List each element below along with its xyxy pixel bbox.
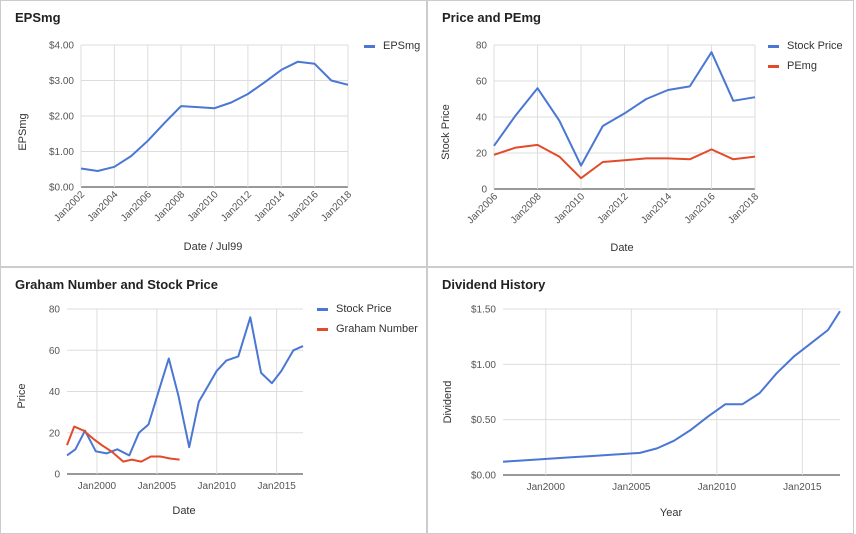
legend-label: Stock Price: [787, 40, 843, 52]
y-tick-label: $3.00: [49, 76, 74, 87]
chart-title: EPSmg: [15, 10, 61, 25]
legend-item[interactable]: Stock Price: [768, 36, 843, 56]
y-axis-title: EPSmg: [17, 113, 29, 151]
y-tick-label: $1.50: [471, 305, 496, 316]
y-tick-label: $1.00: [471, 360, 496, 371]
legend-swatch: [768, 64, 779, 68]
y-tick-label: $0.00: [49, 183, 74, 194]
legend-swatch: [317, 327, 328, 331]
y-tick-label: 60: [476, 77, 488, 88]
y-axis-title: Stock Price: [440, 104, 452, 160]
dividend-chart-panel: Dividend History $0.00 $0.50 $1.00 $1.50 Jan…: [427, 267, 854, 534]
legend: EPSmg: [364, 36, 420, 56]
chart-title: Price and PEmg: [442, 10, 541, 25]
graham-chart-svg: 0 20 40 60 80 Jan2000 Jan2005 Jan2010 Jan2015: [49, 305, 304, 492]
x-tick-label: Jan2010: [198, 481, 237, 492]
x-tick-label: Jan2010: [698, 482, 737, 493]
x-axis-title: Date / Jul99: [183, 241, 243, 253]
x-tick-label: Jan2015: [257, 481, 296, 492]
chart-title: Dividend History: [442, 277, 546, 292]
x-tick-label: Jan2018: [319, 189, 354, 224]
x-axis-title: Date: [172, 505, 196, 517]
dividend-chart-svg: $0.00 $0.50 $1.00 $1.50 Jan2000 Jan2005 Jan201…: [471, 305, 841, 493]
y-tick-label: 60: [49, 346, 61, 357]
x-tick-label: Jan2008: [152, 189, 187, 224]
legend-label: PEmg: [787, 60, 817, 72]
legend-label: EPSmg: [383, 40, 421, 52]
series-line-1: [66, 425, 180, 463]
eps-chart-panel: EPSmg $0.00 $1.00 $2.00 $3.00 $4.00 Jan2002 Ja…: [0, 0, 427, 267]
y-tick-label: 40: [476, 113, 488, 124]
x-tick-label: Jan2004: [86, 189, 121, 224]
legend-swatch: [768, 44, 779, 48]
y-tick-label: 0: [481, 185, 487, 196]
legend-item[interactable]: Stock Price: [317, 299, 418, 319]
legend-label: Stock Price: [336, 303, 392, 315]
y-tick-label: 0: [54, 470, 60, 481]
x-tick-label: Jan2006: [465, 191, 500, 226]
x-axis-title: Date: [610, 242, 634, 254]
y-tick-label: $1.00: [49, 147, 74, 158]
x-tick-label: Jan2015: [783, 482, 822, 493]
x-tick-label: Jan2012: [596, 191, 631, 226]
series-line-0: [502, 310, 841, 463]
x-tick-label: Jan2000: [527, 482, 566, 493]
y-tick-label: 80: [49, 305, 61, 316]
legend: Stock Price Graham Number: [317, 299, 418, 339]
x-tick-label: Jan2005: [612, 482, 651, 493]
y-tick-label: 20: [476, 149, 488, 160]
series-line-0: [66, 316, 304, 457]
x-tick-label: Jan2012: [219, 189, 254, 224]
eps-chart-svg: $0.00$1.00$2.00$3.00$4.00Jan2002Jan2004J…: [49, 41, 354, 225]
x-tick-label: Jan2002: [52, 189, 87, 224]
x-tick-label: Jan2016: [683, 191, 718, 226]
x-tick-label: Jan2005: [138, 481, 177, 492]
x-tick-label: Jan2018: [726, 191, 761, 226]
legend-item[interactable]: PEmg: [768, 56, 843, 76]
y-tick-label: $2.00: [49, 112, 74, 123]
x-tick-label: Jan2014: [639, 191, 674, 226]
x-tick-label: Jan2010: [186, 189, 221, 224]
legend-item[interactable]: Graham Number: [317, 319, 418, 339]
x-tick-label: Jan2000: [78, 481, 117, 492]
x-tick-label: Jan2006: [119, 189, 154, 224]
x-tick-label: Jan2016: [286, 189, 321, 224]
chart-title: Graham Number and Stock Price: [15, 277, 219, 292]
legend-swatch: [364, 44, 375, 48]
y-tick-label: 20: [49, 428, 61, 439]
y-tick-label: $0.00: [471, 471, 496, 482]
legend-item[interactable]: EPSmg: [364, 36, 420, 56]
price-pe-chart-panel: Price and PEmg 0 20 40 60 80 Jan2006 Jan2008 Ja…: [427, 0, 854, 267]
y-tick-label: $4.00: [49, 41, 74, 52]
x-tick-label: Jan2010: [552, 191, 587, 226]
x-tick-label: Jan2008: [509, 191, 544, 226]
legend-swatch: [317, 307, 328, 311]
y-tick-label: 80: [476, 41, 488, 52]
legend: Stock Price PEmg: [768, 36, 843, 76]
x-tick-label: Jan2014: [252, 189, 287, 224]
y-tick-label: $0.50: [471, 415, 496, 426]
y-axis-title: Dividend: [442, 380, 454, 424]
y-tick-label: 40: [49, 387, 61, 398]
legend-label: Graham Number: [336, 323, 418, 335]
x-axis-title: Year: [659, 507, 683, 519]
y-axis-title: Price: [16, 383, 28, 409]
graham-chart-panel: Graham Number and Stock Price 0 20 40 60 80 J…: [0, 267, 427, 534]
